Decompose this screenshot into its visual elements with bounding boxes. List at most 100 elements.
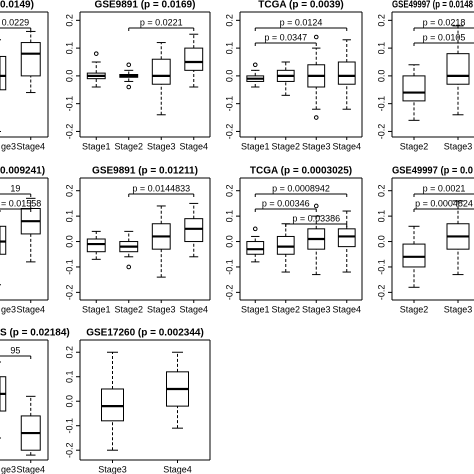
y-tick-label: -0.2 [376, 285, 386, 301]
comparison-label: = 0.01558 [1, 198, 41, 208]
y-tick-label: 0.2 [64, 184, 74, 197]
y-tick-label: 0.2 [376, 14, 386, 27]
y-tick-label: 0.0 [64, 70, 74, 83]
y-tick-label: 0.2 [64, 346, 74, 359]
x-tick-label: Stage2 [114, 141, 143, 151]
panel-title: 0.0149) [0, 0, 34, 11]
box [20, 42, 41, 77]
panel-title: GSE9891 (p = 0.0169) [95, 0, 196, 11]
comparison-label: p = 0.0218 [423, 17, 466, 27]
x-tick-label: Stage1 [241, 304, 270, 314]
comparison-label: 0.0229 [2, 17, 30, 27]
box [446, 53, 470, 85]
outlier [313, 34, 319, 40]
box [246, 241, 265, 255]
panel-title: GSE17260 (p = 0.002344) [86, 328, 204, 339]
box [0, 55, 7, 91]
y-tick-label: -0.2 [376, 124, 386, 140]
y-tick-label: 0.2 [376, 184, 386, 197]
x-tick-label: Stage4 [16, 304, 45, 314]
comparison-label: p = 0.0105 [423, 32, 466, 42]
outlier [313, 115, 319, 120]
panel-title: GSE49997 (p = 0.0 [392, 166, 473, 177]
y-tick-label: -0.1 [224, 259, 234, 275]
outlier [126, 62, 132, 68]
box [402, 75, 426, 102]
y-tick-label: 0.0 [376, 235, 386, 248]
box [151, 58, 171, 85]
box [86, 238, 106, 253]
y-tick-label: -0.2 [64, 285, 74, 301]
x-tick-label: Stage4 [179, 141, 208, 151]
x-tick-label: Stage3 [147, 304, 176, 314]
outlier [126, 264, 132, 270]
panel-title: GSE49997 (p = 0.0148 [392, 0, 473, 11]
outlier [252, 226, 258, 232]
y-tick-label: 0.2 [224, 14, 234, 27]
x-tick-label: Stage2 [400, 304, 429, 314]
y-tick-label: 0.1 [64, 210, 74, 223]
x-tick-label: Stage1 [82, 304, 111, 314]
y-tick-label: 0.2 [224, 184, 234, 197]
y-tick-label: -0.2 [224, 285, 234, 301]
panel-title: TCGA (p = 0.0039) [258, 0, 344, 11]
x-tick-label: ge3 [1, 464, 16, 474]
y-tick-label: 0.0 [376, 70, 386, 83]
outlier [252, 62, 258, 68]
y-tick-label: -0.1 [64, 96, 74, 112]
comparison-label: p = 0.0004824 [415, 198, 473, 208]
x-tick-label: Stage4 [179, 304, 208, 314]
x-tick-label: Stage2 [271, 141, 300, 151]
y-tick-label: 0.0 [64, 395, 74, 408]
comparison-label: p = 0.0021 [423, 183, 466, 193]
comparison-label: p = 0.0221 [140, 17, 183, 27]
y-tick-label: -0.1 [376, 259, 386, 275]
box [337, 228, 356, 248]
x-tick-label: Stage3 [147, 141, 176, 151]
outlier [93, 51, 99, 56]
y-tick-label: -0.2 [64, 124, 74, 140]
y-tick-label: 0.1 [64, 42, 74, 55]
x-tick-label: Stage4 [163, 464, 192, 474]
comparison-label: p = 0.0144833 [132, 183, 190, 193]
x-tick-label: Stage3 [98, 464, 127, 474]
box [0, 225, 7, 255]
box [337, 61, 356, 85]
comparison-label: p = 0.0347 [264, 32, 307, 42]
x-tick-label: Stage4 [16, 464, 45, 474]
x-tick-label: ge3 [1, 304, 16, 314]
x-tick-label: Stage3 [444, 141, 473, 151]
y-tick-label: 0.0 [64, 235, 74, 248]
comparison-label: 19 [10, 183, 20, 193]
x-tick-label: Stage2 [271, 304, 300, 314]
y-tick-label: 0.2 [64, 14, 74, 27]
comparison-label: p = 0.0008942 [272, 183, 330, 193]
x-tick-label: Stage3 [444, 304, 473, 314]
y-tick-label: -0.2 [224, 124, 234, 140]
y-tick-label: 0.1 [224, 210, 234, 223]
x-tick-label: Stage1 [82, 141, 111, 151]
y-tick-label: -0.1 [376, 96, 386, 112]
x-tick-label: Stage3 [302, 304, 331, 314]
box [402, 243, 426, 268]
x-tick-label: Stage4 [16, 141, 45, 151]
y-tick-label: 0.0 [224, 235, 234, 248]
y-tick-label: -0.1 [64, 418, 74, 434]
box [184, 218, 204, 243]
box [184, 47, 204, 71]
panel-title: TCGA (p = 0.0003025) [250, 166, 352, 177]
box [276, 235, 295, 255]
panel-title: S (p = 0.02184) [0, 328, 70, 339]
outlier [126, 84, 132, 90]
panel-title: GSE9891 (p = 0.01211) [92, 166, 198, 177]
y-tick-label: 0.1 [376, 42, 386, 55]
x-tick-label: Stage1 [241, 141, 270, 151]
y-tick-label: 0.1 [224, 42, 234, 55]
box [101, 388, 124, 422]
comparison-label: 95 [10, 345, 20, 355]
x-tick-label: Stage2 [114, 304, 143, 314]
y-tick-label: 0.0 [224, 70, 234, 83]
y-tick-label: -0.2 [64, 442, 74, 458]
